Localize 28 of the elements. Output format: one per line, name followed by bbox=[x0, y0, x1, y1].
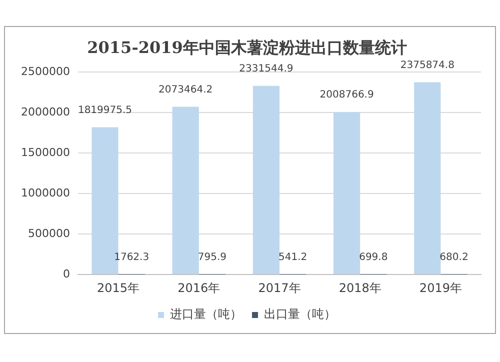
legend-label: 出口量（吨） bbox=[264, 307, 336, 322]
y-tick-label: 2000000 bbox=[20, 106, 70, 119]
data-label: 2331544.9 bbox=[239, 63, 294, 74]
y-tick-label: 500000 bbox=[28, 226, 70, 240]
data-label: 795.9 bbox=[198, 252, 227, 264]
data-label: 2073464.2 bbox=[158, 84, 213, 96]
y-tick-label: 1500000 bbox=[20, 146, 70, 160]
data-label: 1762.3 bbox=[114, 252, 150, 264]
x-tick-label: 2017年 bbox=[258, 280, 301, 295]
bar bbox=[252, 86, 280, 274]
x-tick-label: 2018年 bbox=[338, 280, 382, 295]
data-label: 680.2 bbox=[440, 252, 468, 264]
y-tick-label: 0 bbox=[62, 267, 70, 280]
bar bbox=[172, 106, 199, 274]
data-label: 2375874.8 bbox=[400, 60, 454, 71]
chart-title: 2015-2019年中国木薯淀粉进出口数量统计 bbox=[87, 38, 407, 57]
bar bbox=[414, 82, 441, 274]
y-tick-label: 2500000 bbox=[20, 65, 70, 78]
data-label: 699.8 bbox=[359, 252, 388, 264]
data-label: 1819975.5 bbox=[78, 104, 132, 116]
y-tick-label: 1000000 bbox=[20, 186, 70, 200]
data-label: 541.2 bbox=[278, 252, 308, 264]
legend-label: 进口量（吨） bbox=[170, 307, 242, 322]
x-tick-label: 2016年 bbox=[178, 280, 220, 295]
bar bbox=[334, 112, 360, 274]
x-tick-label: 2019年 bbox=[419, 280, 462, 295]
data-label: 2008766.9 bbox=[320, 90, 374, 101]
x-tick-label: 2015年 bbox=[97, 280, 140, 295]
